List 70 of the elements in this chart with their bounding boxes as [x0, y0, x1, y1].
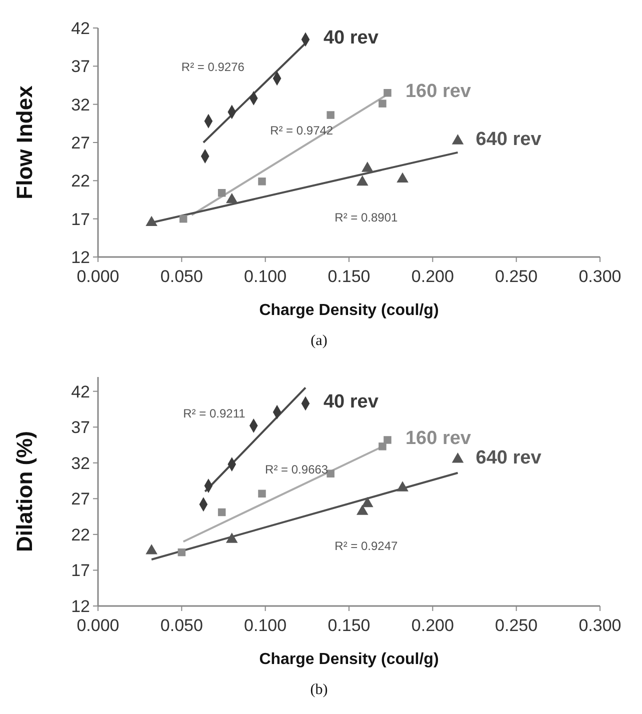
point: [378, 100, 386, 108]
y-tick-label: 32: [71, 95, 90, 114]
point: [146, 216, 158, 226]
y-axis-title: Flow Index: [12, 84, 37, 200]
x-tick-label: 0.100: [244, 267, 287, 286]
y-tick-label: 27: [71, 134, 90, 152]
point: [356, 504, 368, 515]
point: [258, 178, 266, 186]
point: [384, 436, 392, 444]
x-tick-label: 0.000: [76, 616, 120, 635]
y-tick-label: 42: [71, 382, 90, 402]
point: [178, 548, 186, 556]
annotation: R² = 0.9276: [181, 60, 245, 74]
series-label: 160 rev: [405, 428, 472, 449]
point: [179, 214, 188, 223]
x-tick-label: 0.050: [160, 267, 203, 286]
y-tick-label: 17: [71, 561, 90, 580]
series-label: 640 rev: [476, 447, 542, 468]
y-tick-label: 37: [71, 57, 90, 76]
point: [326, 111, 334, 119]
point: [452, 134, 464, 144]
point: [384, 89, 392, 97]
point: [226, 532, 238, 543]
point: [326, 470, 334, 478]
annotation: R² = 0.9742: [270, 124, 334, 138]
y-tick-label: 17: [71, 210, 90, 229]
point: [356, 175, 368, 186]
point: [396, 172, 408, 183]
x-tick-label: 0.300: [578, 616, 622, 635]
point: [396, 481, 408, 492]
x-tick-label: 0.000: [76, 267, 120, 286]
point: [452, 452, 464, 463]
x-tick-label: 0.300: [578, 267, 622, 286]
y-tick-label: 12: [71, 248, 90, 267]
text: (a): [310, 333, 328, 349]
point: [258, 490, 266, 498]
point: [362, 496, 374, 508]
annotation: R² = 0.9663: [265, 462, 328, 476]
text: (b): [310, 682, 328, 698]
series-label: 40 rev: [323, 391, 379, 412]
x-tick-label: 0.250: [495, 267, 538, 286]
y-tick-label: 42: [71, 19, 90, 38]
point: [146, 544, 158, 554]
x-tick-label: 0.050: [160, 616, 203, 635]
annotation: R² = 0.8901: [334, 210, 398, 225]
point: [218, 508, 226, 516]
point: [218, 189, 226, 197]
point: [226, 192, 238, 204]
y-tick-label: 27: [71, 490, 90, 509]
series-label: 160 rev: [405, 80, 472, 102]
x-tick-label: 0.250: [495, 616, 538, 635]
x-tick-label: 0.150: [328, 267, 370, 286]
annotation: R² = 0.9211: [183, 406, 246, 421]
y-tick-label: 12: [71, 597, 90, 616]
x-tick-label: 0.200: [411, 267, 454, 286]
x-tick-label: 0.150: [328, 616, 370, 635]
annotation: R² = 0.9247: [334, 539, 398, 554]
y-tick-label: 22: [71, 525, 90, 544]
x-tick-label: 0.100: [244, 616, 287, 635]
y-tick-label: 32: [71, 454, 90, 473]
y-tick-label: 22: [71, 172, 90, 191]
x-axis-title: Charge Density (coul/g): [259, 302, 439, 319]
x-axis-title: Charge Density (coul/g): [259, 651, 439, 668]
x-tick-label: 0.200: [411, 616, 454, 635]
point: [378, 442, 386, 450]
point: [362, 162, 374, 172]
y-tick-label: 37: [71, 418, 90, 438]
series-label: 40 rev: [323, 27, 379, 48]
y-axis-title: Dilation (%): [12, 431, 37, 552]
series-label: 640 rev: [476, 128, 542, 150]
